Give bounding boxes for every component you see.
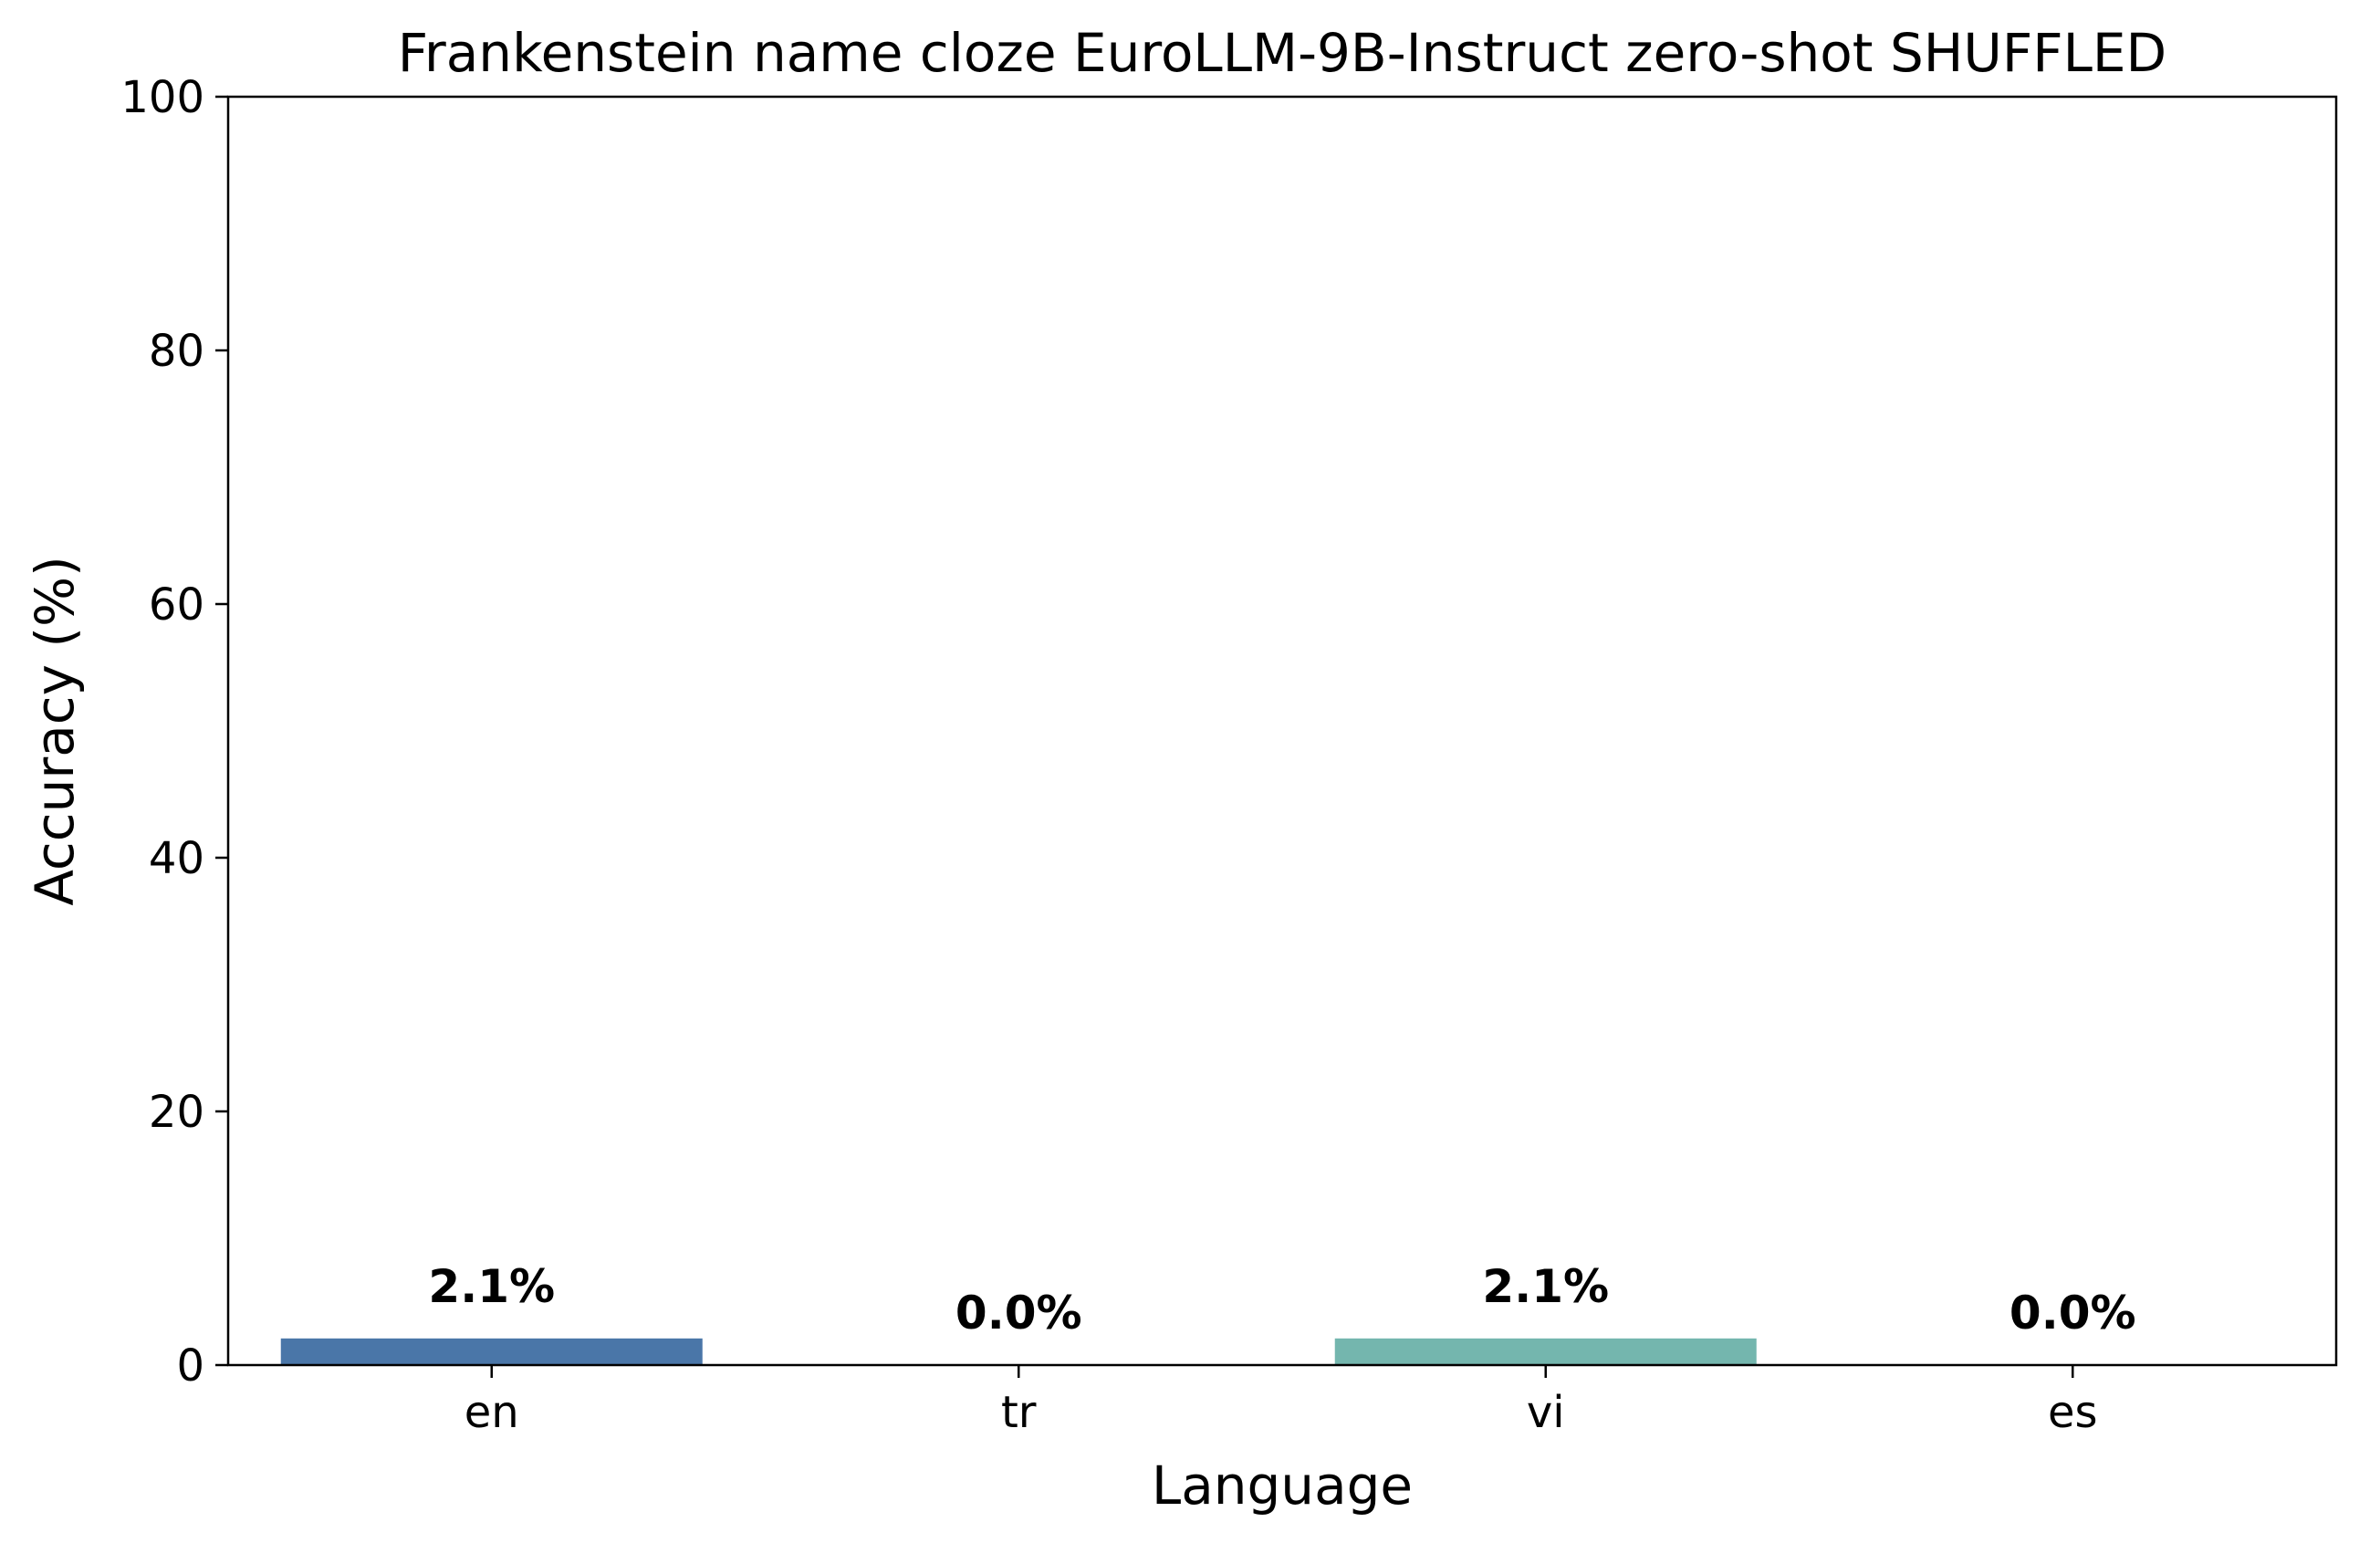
data-label-es: 0.0% [2009, 1287, 2136, 1340]
y-axis: 0 20 40 60 80 100 [120, 72, 228, 1392]
data-label-tr: 0.0% [955, 1287, 1082, 1340]
data-label-vi: 2.1% [1482, 1260, 1609, 1313]
data-labels-layer: 2.1% 0.0% 2.1% 0.0% [428, 1260, 2135, 1340]
bars-layer [280, 1338, 1757, 1365]
y-tick-label: 40 [149, 833, 204, 884]
x-axis: en tr vi es [465, 1365, 2098, 1438]
y-axis-label: Accuracy (%) [24, 556, 86, 906]
x-tick-label-vi: vi [1527, 1387, 1565, 1438]
bar-en [280, 1338, 703, 1365]
data-label-en: 2.1% [428, 1260, 555, 1313]
x-tick-label-tr: tr [1001, 1387, 1037, 1438]
y-tick-label: 20 [149, 1087, 204, 1138]
plot-frame [226, 95, 2338, 1367]
bar-vi [1334, 1338, 1757, 1365]
x-axis-label: Language [1152, 1454, 1413, 1517]
chart-title: Frankenstein name cloze EuroLLM-9B-Instr… [398, 22, 2166, 84]
y-tick-label: 60 [149, 579, 204, 631]
y-tick-label: 0 [176, 1340, 204, 1392]
x-tick-label-en: en [465, 1387, 519, 1438]
y-tick-label: 100 [120, 72, 204, 123]
y-tick-label: 80 [149, 326, 204, 377]
x-tick-label-es: es [2048, 1387, 2098, 1438]
